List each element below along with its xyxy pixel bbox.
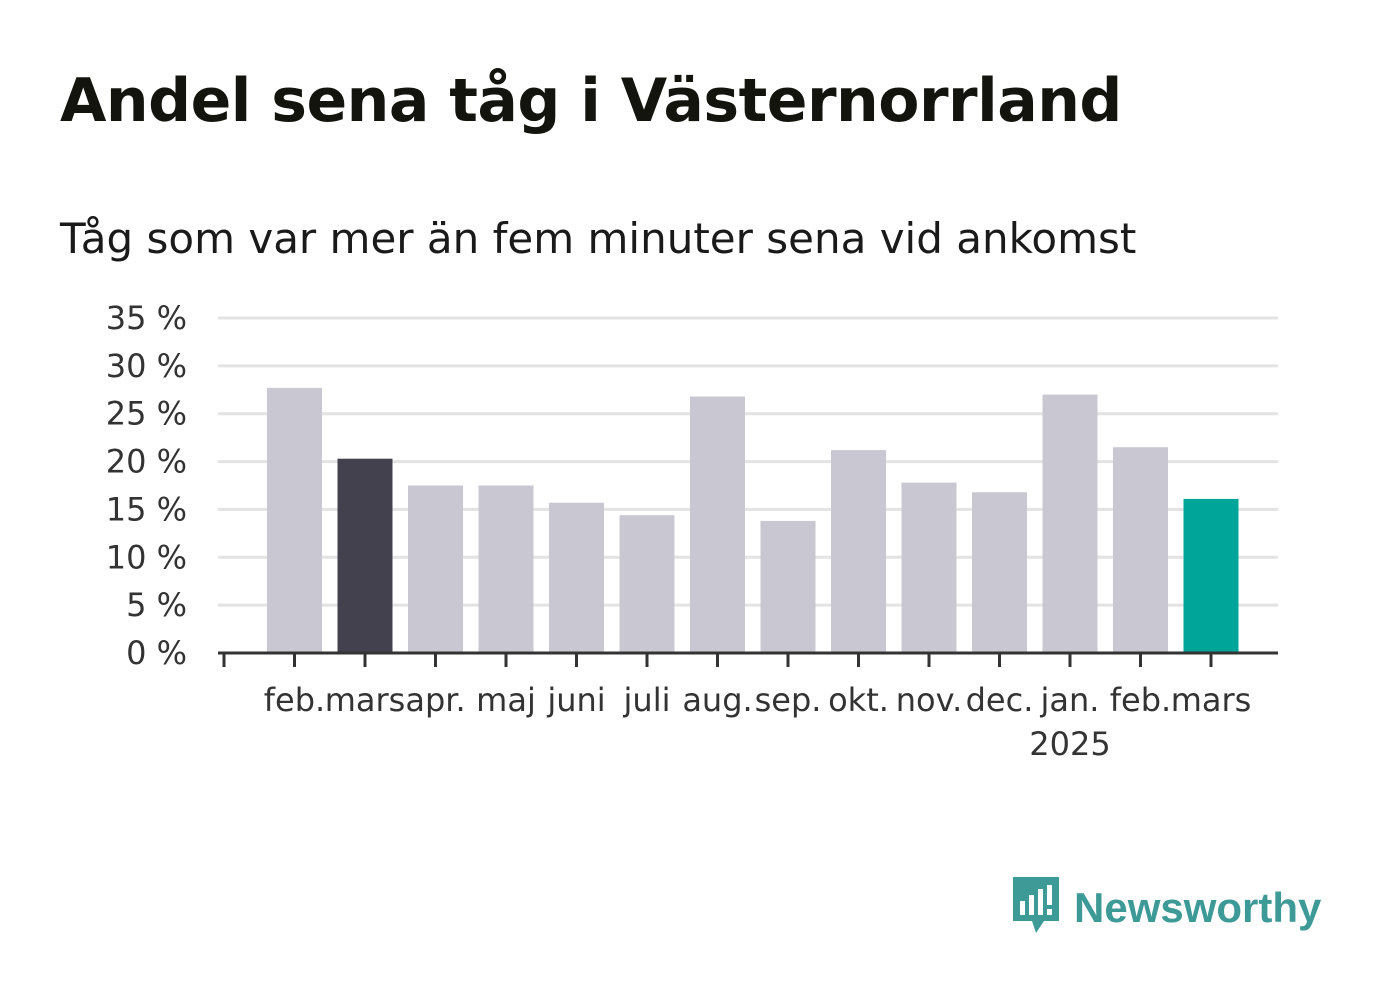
x-tick-label: okt. — [828, 681, 889, 719]
bar-4 — [478, 485, 534, 653]
x-tick-year-label: 2025 — [1029, 725, 1110, 763]
x-tick-label: apr. — [405, 681, 465, 719]
x-axis — [218, 651, 1278, 667]
y-tick-label: 20 % — [106, 443, 187, 481]
chart-title: Andel sena tåg i Västernorrland — [60, 66, 1122, 136]
x-tick-label: mars — [1171, 681, 1252, 719]
x-tick-label: dec. — [966, 681, 1034, 719]
bars — [267, 387, 1239, 653]
x-tick-label: aug. — [682, 681, 752, 719]
bar-8 — [760, 520, 816, 653]
bar-5 — [549, 502, 604, 653]
bar-6 — [619, 515, 675, 653]
gridlines — [218, 316, 1278, 607]
x-tick-label: juli — [623, 681, 671, 719]
x-tick-label: feb. — [264, 681, 325, 719]
bar-chart: 0 %5 %10 %15 %20 %25 %30 %35 % feb. mars a… — [106, 299, 1278, 763]
x-tick-label: sep. — [755, 681, 822, 719]
bar-14 — [1183, 498, 1239, 653]
bar-1 — [267, 387, 322, 653]
y-tick-label: 5 % — [126, 586, 187, 624]
y-tick-label: 0 % — [126, 634, 187, 672]
bar-11 — [972, 492, 1027, 653]
bar-7 — [690, 396, 745, 653]
bar-12 — [1042, 394, 1098, 653]
y-tick-label: 35 % — [106, 299, 187, 337]
x-tick-label: nov. — [896, 681, 962, 719]
x-axis-tick-labels: feb. mars apr. maj juni juli aug. sep. okt. nov. d… — [264, 681, 1252, 763]
y-axis-tick-labels: 0 % 5 % 10 % 15 % 20 % 25 % 30 % 35 % — [106, 299, 187, 672]
x-tick-label: maj — [476, 681, 536, 719]
y-tick-label: 30 % — [106, 347, 187, 385]
brand-logo: Newsworthy — [1010, 876, 1321, 940]
brand-name: Newsworthy — [1074, 884, 1322, 931]
x-tick-label: feb. — [1110, 681, 1171, 719]
x-tick-label: mars — [325, 681, 406, 719]
x-tick-label: juni — [546, 681, 605, 719]
newsworthy-logo-icon — [1010, 875, 1062, 941]
y-tick-label: 10 % — [106, 538, 187, 576]
bar-13 — [1113, 447, 1168, 653]
bar-2 — [337, 458, 393, 653]
bar-3 — [408, 485, 463, 653]
chart-subtitle: Tåg som var mer än fem minuter sena vid … — [60, 214, 1137, 263]
y-tick-label: 15 % — [106, 490, 187, 528]
bar-10 — [901, 482, 957, 653]
x-tick-label: jan. — [1040, 681, 1100, 719]
y-tick-label: 25 % — [106, 395, 187, 433]
bar-9 — [831, 450, 886, 653]
